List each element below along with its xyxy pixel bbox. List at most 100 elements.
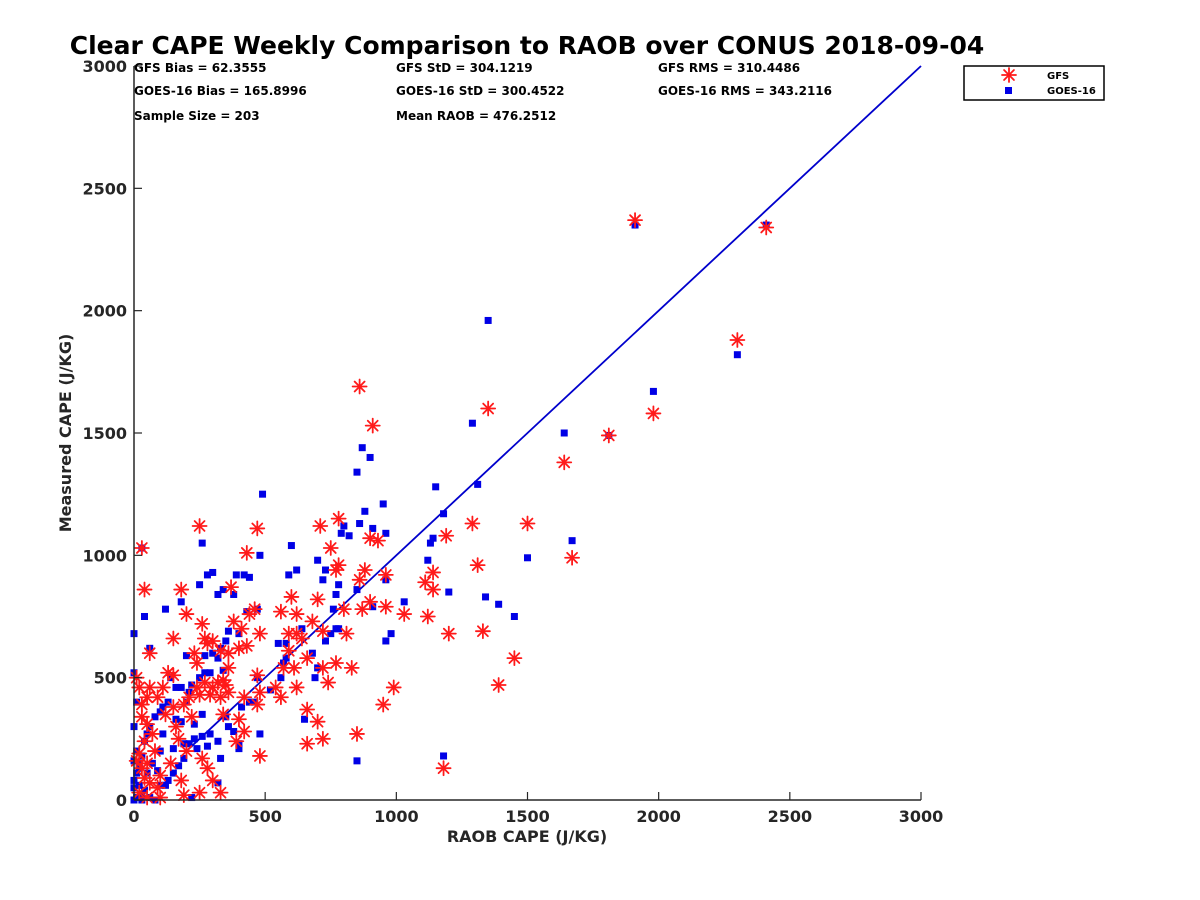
goes16-point	[356, 520, 364, 528]
gfs-point	[168, 718, 184, 735]
goes16-point	[169, 769, 177, 777]
stat-annotation: GOES-16 Bias = 165.8996	[134, 84, 307, 98]
goes16-point	[387, 630, 395, 638]
goes16-point	[524, 554, 531, 562]
goes16-point	[240, 571, 248, 579]
goes16-point	[133, 698, 141, 706]
gfs-point	[175, 696, 192, 713]
y-tick-label: 500	[94, 669, 127, 688]
legend: GFS GOES-16	[963, 65, 1105, 101]
x-axis-label: RAOB CAPE (J/KG)	[447, 827, 607, 846]
goes16-point	[474, 480, 482, 488]
goes16-point	[335, 625, 343, 633]
legend-label-gfs: GFS	[1047, 71, 1069, 82]
gfs-point	[160, 664, 177, 681]
gfs-point	[136, 733, 153, 750]
gfs-point	[133, 540, 150, 556]
goes16-point	[196, 581, 204, 589]
legend-goes16-marker	[1005, 87, 1012, 94]
y-axis-label: Measured CAPE (J/KG)	[56, 334, 75, 533]
goes16-point	[337, 529, 345, 537]
goes16-point	[358, 444, 366, 452]
gfs-point	[351, 571, 368, 588]
goes16-point	[285, 571, 293, 579]
goes16-point	[322, 566, 330, 574]
goes16-point	[206, 730, 214, 738]
goes16-point	[172, 683, 180, 691]
gfs-point	[220, 645, 237, 662]
stat-annotation: GFS Bias = 62.3555	[134, 61, 266, 75]
goes16-point	[361, 507, 369, 515]
gfs-point	[202, 686, 218, 703]
gfs-point	[191, 518, 208, 534]
goes16-point	[161, 781, 169, 789]
stat-annotation: GOES-16 StD = 300.4522	[396, 84, 565, 98]
gfs-point	[299, 701, 316, 718]
gfs-point	[328, 655, 344, 671]
gfs-point	[425, 581, 441, 598]
gfs-point	[228, 733, 245, 750]
goes16-point	[319, 576, 327, 584]
goes16-point	[185, 740, 193, 748]
gfs-point	[288, 679, 305, 696]
gfs-point	[299, 735, 316, 752]
goes16-point	[274, 639, 282, 647]
goes16-point	[203, 571, 211, 579]
goes16-point	[217, 754, 225, 762]
stat-annotation: Mean RAOB = 476.2512	[396, 109, 556, 123]
gfs-point	[328, 562, 344, 578]
gfs-point	[286, 659, 302, 676]
goes16-point	[329, 605, 337, 613]
goes16-point	[177, 683, 185, 691]
gfs-point	[729, 332, 746, 348]
goes16-point	[332, 590, 340, 598]
gfs-point	[178, 743, 195, 759]
gfs-point	[233, 620, 250, 637]
goes16-point	[219, 666, 227, 674]
goes16-point	[164, 776, 172, 784]
gfs-point	[627, 212, 643, 229]
gfs-point	[343, 659, 360, 676]
gfs-point	[309, 591, 326, 608]
goes16-point	[230, 590, 238, 598]
goes16-point	[159, 703, 167, 711]
gfs-point	[375, 696, 392, 713]
y-tick-label: 2500	[82, 179, 127, 198]
gfs-point	[480, 400, 497, 417]
gfs-point	[212, 689, 229, 706]
goes16-point	[245, 573, 253, 581]
goes16-point	[293, 566, 301, 574]
x-tick-label: 500	[248, 807, 281, 826]
y-tick-label: 1500	[82, 424, 127, 443]
gfs-point	[356, 562, 373, 578]
y-tick-label: 3000	[82, 57, 127, 76]
stat-annotation: GFS RMS = 310.4486	[658, 61, 800, 75]
gfs-point	[204, 772, 221, 789]
goes16-point	[314, 556, 322, 564]
goes16-point	[209, 649, 217, 657]
goes16-point	[198, 539, 206, 547]
goes16-point	[482, 593, 490, 601]
gfs-point	[147, 743, 163, 759]
goes16-point	[161, 605, 169, 613]
goes16-point	[151, 713, 159, 721]
gfs-point	[330, 510, 347, 527]
gfs-point	[385, 679, 402, 696]
x-tick-label: 1500	[505, 807, 550, 826]
goes16-point	[219, 586, 227, 594]
gfs-point	[199, 760, 216, 777]
gfs-point	[288, 606, 305, 622]
gfs-point	[475, 623, 491, 640]
goes16-point	[224, 627, 232, 635]
goes16-point	[733, 351, 741, 359]
gfs-point	[183, 708, 200, 725]
goes16-point	[259, 490, 267, 498]
goes16-point	[440, 752, 448, 760]
goes16-point	[345, 532, 353, 540]
goes16-point	[426, 539, 434, 547]
gfs-point	[309, 713, 326, 730]
gfs-point	[220, 659, 237, 676]
goes16-point	[382, 529, 390, 537]
x-tick-label: 1000	[374, 807, 419, 826]
goes16-point	[256, 551, 264, 559]
